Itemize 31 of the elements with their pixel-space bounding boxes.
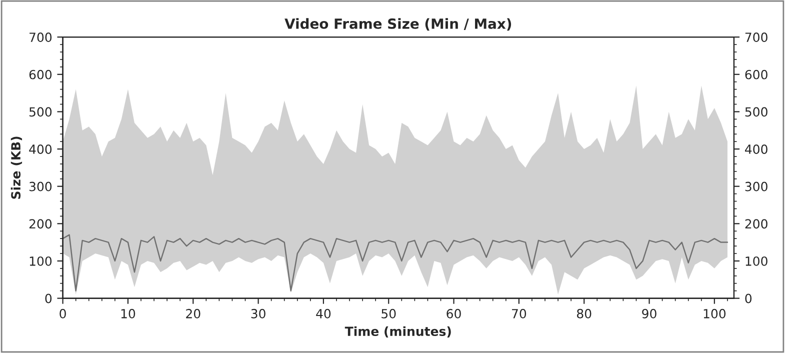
- y-tick-label: 500: [29, 107, 52, 117]
- y-tick-label: 400: [29, 144, 52, 154]
- x-tick-label: 40: [316, 308, 331, 318]
- y2-tick-label: 700: [745, 32, 768, 42]
- chart-title: Video Frame Size (Min / Max): [284, 18, 512, 31]
- y2-tick-label: 0: [745, 294, 752, 304]
- y-tick-label: 0: [45, 294, 52, 304]
- x-tick-label: 100: [704, 308, 726, 318]
- x-tick-label: 10: [121, 308, 136, 318]
- y2-tick-label: 300: [745, 182, 768, 192]
- y-tick-label: 700: [30, 32, 52, 42]
- x-tick-label: 80: [576, 308, 592, 318]
- y2-tick-label: 600: [745, 70, 768, 80]
- x-tick-label: 90: [642, 308, 656, 318]
- x-axis-title: Time (minutes): [344, 326, 451, 338]
- y-tick-label: 600: [29, 70, 52, 80]
- y2-tick-label: 200: [745, 219, 768, 229]
- x-tick-label: 20: [186, 308, 200, 318]
- x-tick-label: 70: [512, 308, 526, 318]
- y-axis-title: Size (KB): [10, 136, 22, 199]
- y2-tick-label: 100: [746, 256, 768, 266]
- y2-tick-label: 400: [745, 144, 768, 154]
- x-tick-label: 30: [251, 308, 266, 318]
- y-tick-label: 200: [29, 219, 52, 229]
- y2-tick-label: 500: [745, 107, 768, 117]
- x-tick-label: 50: [382, 308, 396, 318]
- line-series: [62, 234, 728, 292]
- x-tick-label: 0: [60, 308, 66, 318]
- y-tick-label: 100: [30, 256, 52, 266]
- x-tick-label: 60: [446, 308, 461, 318]
- y-tick-label: 300: [29, 182, 52, 192]
